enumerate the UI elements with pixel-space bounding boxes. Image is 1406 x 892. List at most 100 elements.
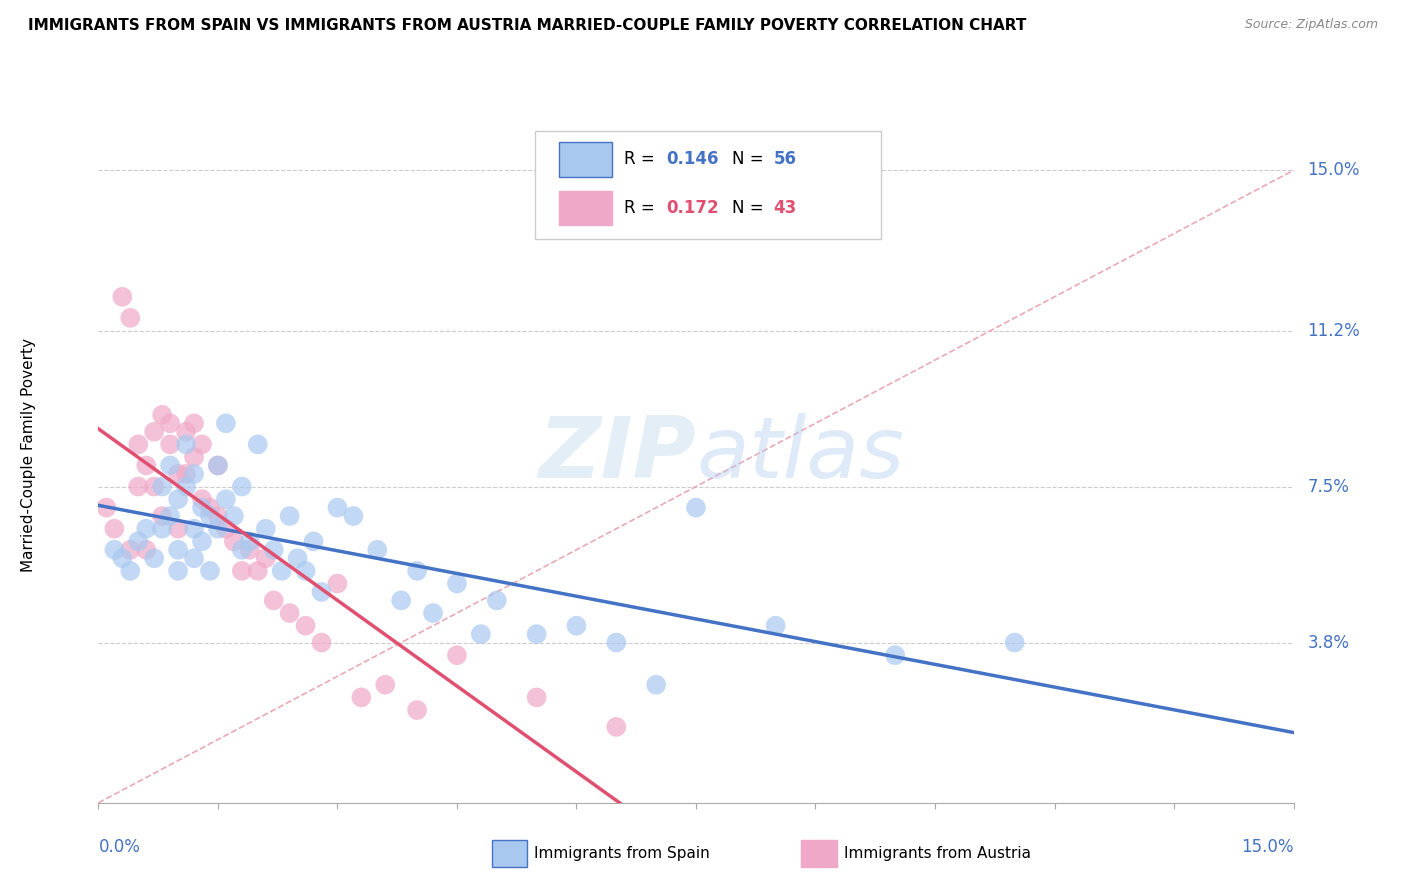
- Point: [374, 678, 396, 692]
- Point: [294, 564, 316, 578]
- Point: [159, 509, 181, 524]
- Point: [302, 534, 325, 549]
- Point: [278, 606, 301, 620]
- Point: [120, 564, 142, 578]
- Point: [342, 509, 364, 524]
- Point: [406, 564, 429, 578]
- Point: [605, 720, 627, 734]
- Point: [183, 522, 205, 536]
- Point: [254, 522, 277, 536]
- Point: [111, 551, 134, 566]
- Point: [294, 618, 316, 632]
- Point: [143, 425, 166, 439]
- Point: [191, 492, 214, 507]
- Point: [103, 522, 125, 536]
- Point: [135, 458, 157, 473]
- Point: [246, 564, 269, 578]
- Point: [350, 690, 373, 705]
- Text: N =: N =: [733, 150, 763, 169]
- Text: N =: N =: [733, 199, 763, 217]
- Text: Immigrants from Austria: Immigrants from Austria: [844, 847, 1031, 861]
- Point: [174, 479, 197, 493]
- Point: [183, 467, 205, 481]
- Point: [246, 437, 269, 451]
- Point: [167, 467, 190, 481]
- Point: [167, 564, 190, 578]
- Text: 7.5%: 7.5%: [1308, 477, 1350, 496]
- Text: 0.146: 0.146: [666, 150, 718, 169]
- Point: [389, 593, 412, 607]
- Point: [470, 627, 492, 641]
- Point: [326, 500, 349, 515]
- Text: 0.0%: 0.0%: [98, 838, 141, 856]
- Point: [143, 551, 166, 566]
- Point: [446, 648, 468, 663]
- Point: [167, 492, 190, 507]
- Point: [311, 585, 333, 599]
- Text: R =: R =: [624, 199, 655, 217]
- Point: [565, 618, 588, 632]
- Point: [231, 564, 253, 578]
- Text: Immigrants from Spain: Immigrants from Spain: [534, 847, 710, 861]
- Point: [446, 576, 468, 591]
- Point: [159, 417, 181, 431]
- Point: [198, 500, 221, 515]
- Point: [605, 635, 627, 649]
- FancyBboxPatch shape: [534, 131, 882, 239]
- Text: R =: R =: [624, 150, 655, 169]
- FancyBboxPatch shape: [558, 191, 612, 226]
- FancyBboxPatch shape: [558, 142, 612, 177]
- Point: [485, 593, 508, 607]
- Point: [150, 408, 173, 422]
- Point: [222, 534, 245, 549]
- Point: [270, 564, 292, 578]
- Point: [174, 425, 197, 439]
- Point: [143, 479, 166, 493]
- Point: [191, 500, 214, 515]
- Point: [645, 678, 668, 692]
- Point: [120, 310, 142, 325]
- Point: [159, 458, 181, 473]
- Text: 56: 56: [773, 150, 797, 169]
- Point: [103, 542, 125, 557]
- Point: [207, 458, 229, 473]
- Point: [96, 500, 118, 515]
- Point: [120, 542, 142, 557]
- Point: [150, 509, 173, 524]
- Point: [183, 551, 205, 566]
- Point: [174, 437, 197, 451]
- Text: 0.172: 0.172: [666, 199, 718, 217]
- Point: [135, 542, 157, 557]
- Point: [263, 593, 285, 607]
- Point: [287, 551, 309, 566]
- Point: [311, 635, 333, 649]
- Point: [198, 564, 221, 578]
- Point: [174, 467, 197, 481]
- Point: [685, 500, 707, 515]
- Point: [215, 522, 238, 536]
- Point: [207, 509, 229, 524]
- Point: [127, 437, 149, 451]
- Text: atlas: atlas: [696, 413, 904, 497]
- Point: [159, 437, 181, 451]
- Point: [207, 458, 229, 473]
- Point: [263, 542, 285, 557]
- Point: [135, 522, 157, 536]
- Point: [150, 522, 173, 536]
- Text: 3.8%: 3.8%: [1308, 633, 1350, 651]
- Point: [167, 542, 190, 557]
- Point: [254, 551, 277, 566]
- Point: [326, 576, 349, 591]
- Point: [366, 542, 388, 557]
- Text: IMMIGRANTS FROM SPAIN VS IMMIGRANTS FROM AUSTRIA MARRIED-COUPLE FAMILY POVERTY C: IMMIGRANTS FROM SPAIN VS IMMIGRANTS FROM…: [28, 18, 1026, 33]
- Point: [422, 606, 444, 620]
- Point: [215, 417, 238, 431]
- Point: [1004, 635, 1026, 649]
- Point: [127, 534, 149, 549]
- Point: [239, 542, 262, 557]
- Point: [278, 509, 301, 524]
- Text: Source: ZipAtlas.com: Source: ZipAtlas.com: [1244, 18, 1378, 31]
- Point: [222, 509, 245, 524]
- Text: 15.0%: 15.0%: [1241, 838, 1294, 856]
- Text: 11.2%: 11.2%: [1308, 321, 1361, 340]
